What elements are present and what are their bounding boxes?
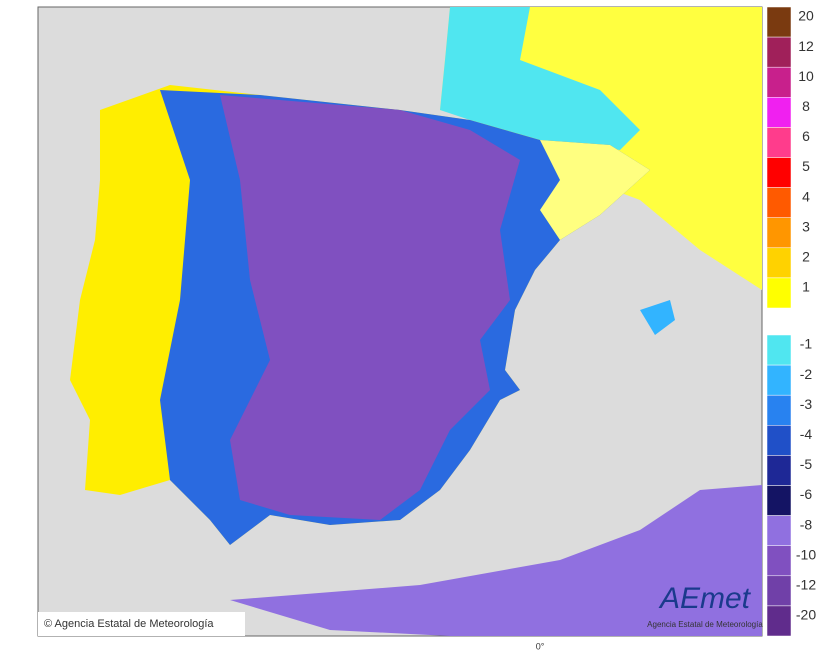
- legend-swatch: [766, 247, 792, 279]
- logo: AEmet: [658, 582, 752, 615]
- legend-swatch: [766, 277, 792, 309]
- legend-label: -20: [796, 607, 816, 623]
- logo-subtitle: Agencia Estatal de Meteorología: [647, 620, 763, 629]
- legend-label: -5: [800, 456, 813, 472]
- france-cold: [440, 7, 640, 150]
- legend-label: 6: [802, 128, 810, 144]
- legend-swatch: [766, 545, 792, 577]
- legend-label: 8: [802, 98, 810, 114]
- meridian-label: 0°: [536, 641, 545, 651]
- legend-label: 4: [802, 188, 810, 204]
- legend-swatch: [766, 127, 792, 158]
- legend-label: 10: [798, 68, 814, 84]
- legend-label: 2: [802, 249, 810, 265]
- legend-label: 5: [802, 158, 810, 174]
- legend-swatch: [766, 157, 792, 188]
- copyright-box: [38, 612, 245, 636]
- legend-swatch: [766, 364, 792, 396]
- legend-label: -12: [796, 577, 816, 593]
- iberia-coldest: [220, 95, 520, 520]
- legend-label: -6: [800, 486, 813, 502]
- legend-swatch: [766, 575, 792, 607]
- legend-swatch: [766, 455, 792, 486]
- legend-swatch: [766, 217, 792, 249]
- legend-label: -10: [796, 546, 816, 562]
- legend-swatch: [766, 6, 792, 38]
- legend: 20 12 10 8 6 5 4 3 2 1 -1 -2 -3 -4 -5 -6 -8 -10 -12 -20: [766, 6, 816, 637]
- mallorca: [640, 300, 675, 335]
- legend-swatch: [766, 187, 792, 218]
- legend-swatch: [766, 97, 792, 128]
- legend-swatch: [766, 334, 792, 366]
- legend-label: -1: [800, 336, 813, 352]
- map: © Agencia Estatal de Meteorología AEmet …: [37, 6, 763, 651]
- legend-label: 3: [802, 218, 810, 234]
- legend-label: 20: [798, 8, 814, 24]
- legend-label: -8: [800, 516, 813, 532]
- legend-swatch: [766, 66, 792, 98]
- legend-swatch: [766, 515, 792, 546]
- legend-swatch: [766, 485, 792, 516]
- catalonia: [540, 140, 650, 240]
- legend-label: 1: [802, 279, 810, 295]
- legend-label: -3: [800, 396, 813, 412]
- legend-swatch: [766, 36, 792, 68]
- legend-swatch: [766, 425, 792, 456]
- legend-swatch: [766, 605, 792, 637]
- legend-swatch: [766, 394, 792, 426]
- legend-label: -2: [800, 366, 813, 382]
- copyright: © Agencia Estatal de Meteorología: [44, 618, 214, 630]
- legend-label: -4: [800, 426, 813, 442]
- africa: [230, 485, 762, 636]
- legend-label: 12: [798, 38, 814, 54]
